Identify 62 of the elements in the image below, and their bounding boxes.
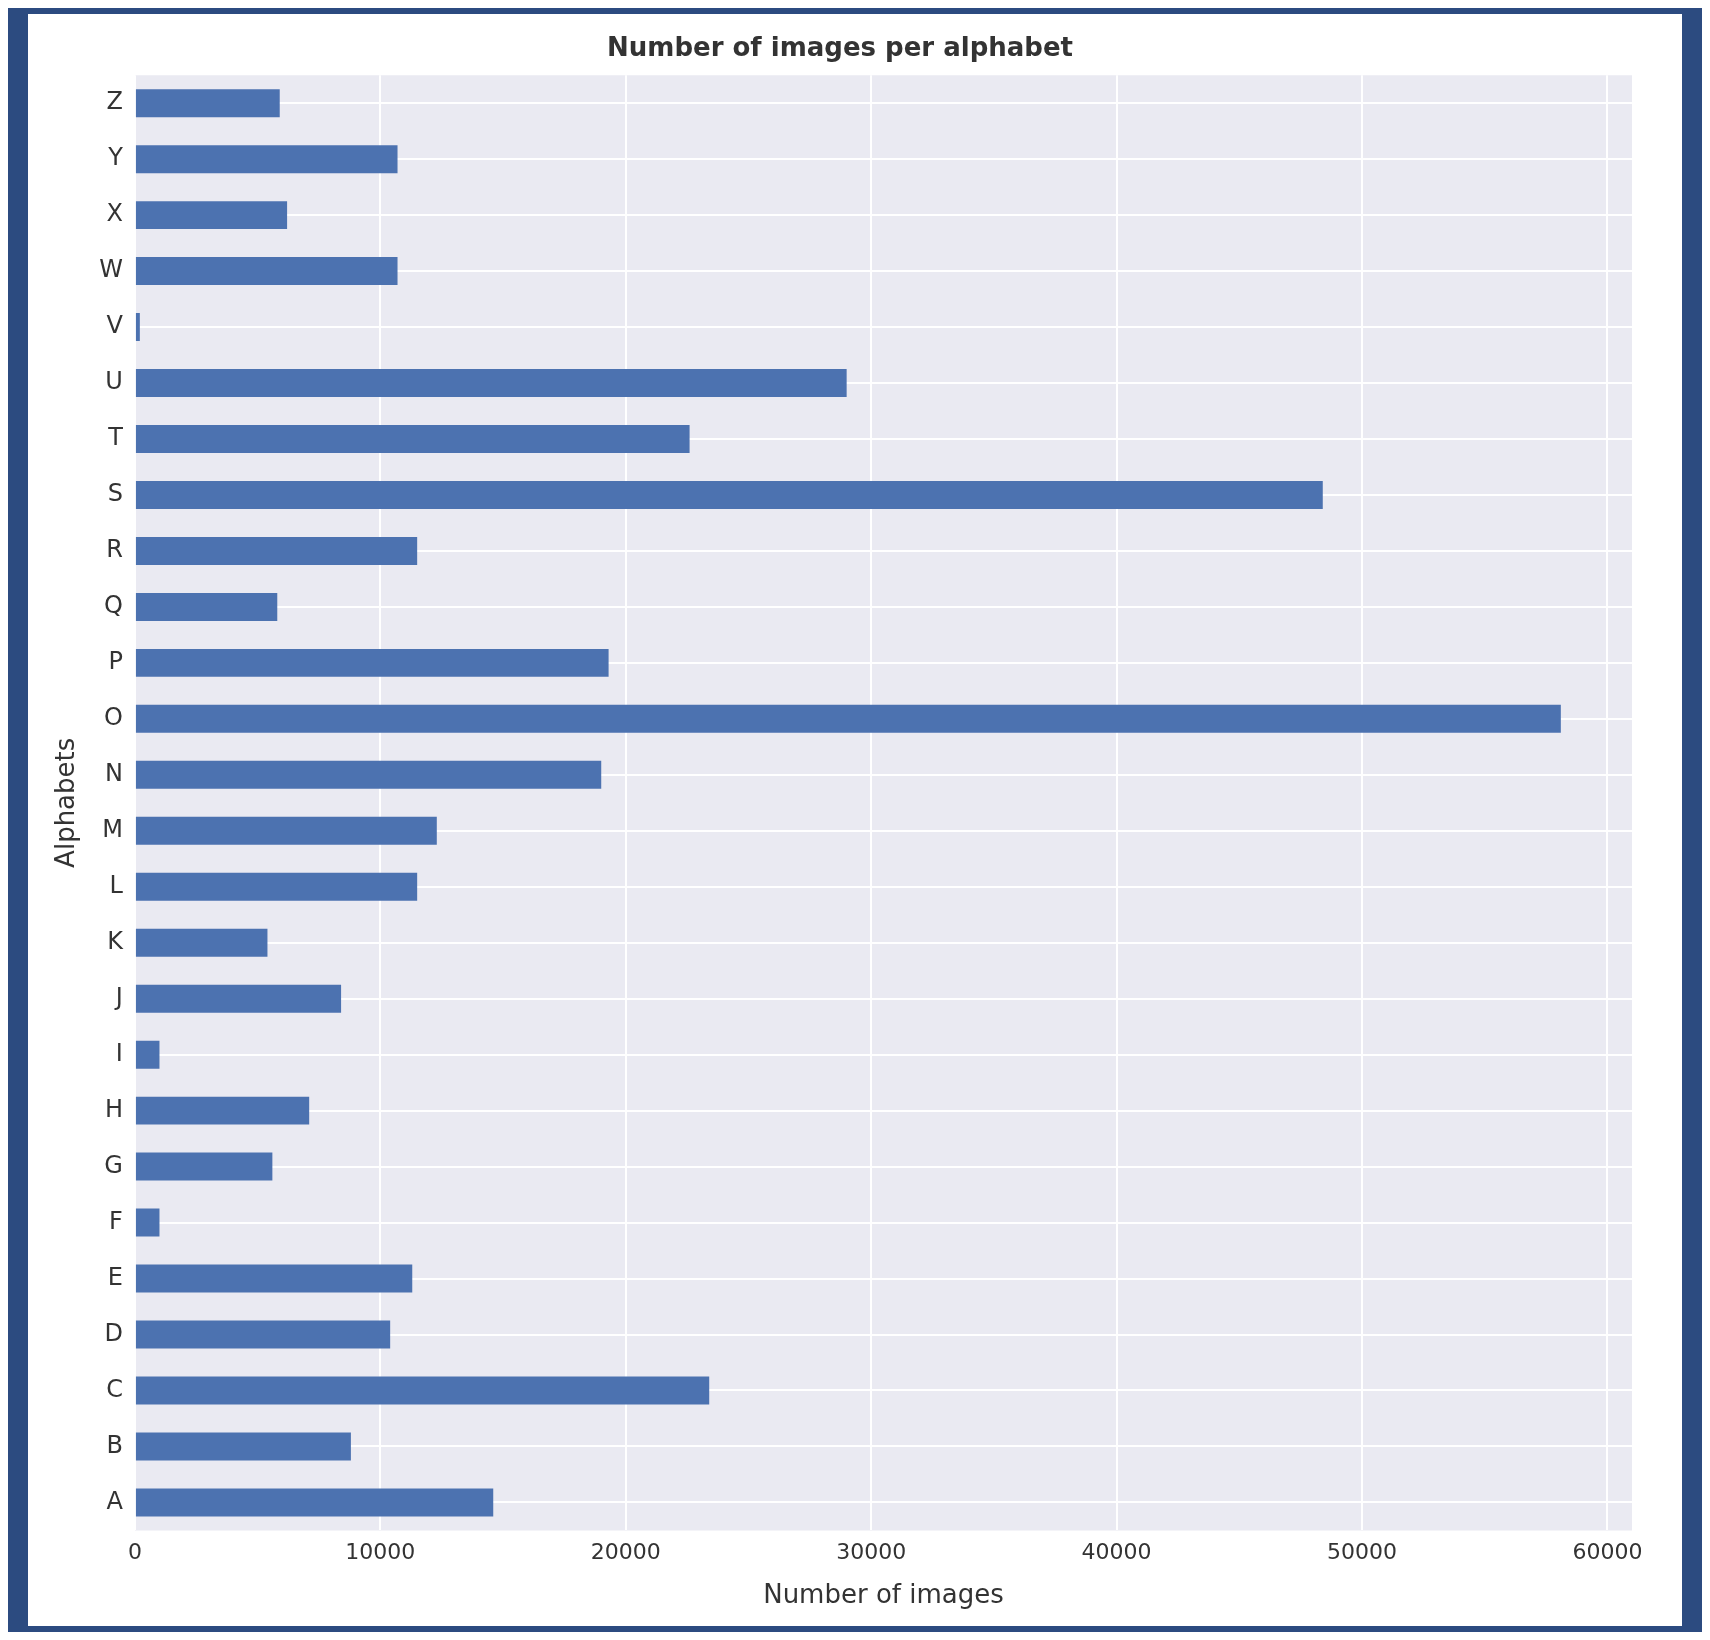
chart-title: Number of images per alphabet: [607, 32, 1073, 63]
bar: [135, 425, 690, 453]
y-tick-label: C: [106, 1374, 123, 1403]
y-tick-label: I: [115, 1038, 123, 1067]
y-tick-label: B: [106, 1430, 123, 1459]
bar: [135, 1376, 710, 1405]
x-tick-label: 30000: [836, 1539, 907, 1565]
x-tick-label: 0: [127, 1539, 142, 1565]
x-axis-title: Number of images: [763, 1579, 1004, 1610]
y-tick-label: M: [102, 815, 123, 844]
x-tick-label: 50000: [1327, 1539, 1398, 1565]
y-tick-label: E: [107, 1262, 123, 1291]
y-tick-label: J: [113, 982, 123, 1011]
bar: [135, 1208, 160, 1237]
bar: [135, 201, 288, 230]
y-tick-label: G: [104, 1150, 123, 1179]
bar: [135, 872, 418, 901]
y-tick-label: U: [105, 367, 123, 396]
y-tick-label: O: [104, 703, 123, 732]
x-tick-label: 60000: [1572, 1539, 1643, 1565]
y-tick-label: V: [106, 311, 124, 340]
y-tick-label: H: [104, 1094, 123, 1123]
bar: [135, 536, 418, 565]
y-tick-label: F: [109, 1206, 123, 1235]
bar: [135, 648, 609, 677]
bar: [135, 928, 268, 957]
bar: [135, 480, 1323, 509]
y-tick-label: K: [107, 926, 125, 955]
bar: [135, 1040, 160, 1069]
y-tick-label: Y: [107, 143, 124, 172]
bar: [135, 1488, 494, 1517]
x-tick-label: 20000: [590, 1539, 661, 1565]
bar: [135, 89, 280, 118]
y-tick-label: N: [104, 759, 123, 788]
bar: [135, 704, 1561, 733]
y-tick-label: Z: [106, 87, 123, 116]
y-tick-label: A: [106, 1486, 124, 1515]
y-tick-label: W: [99, 255, 123, 284]
bar: [135, 1152, 273, 1181]
bar: [135, 1432, 351, 1461]
y-tick-label: L: [109, 870, 124, 899]
y-tick-label: R: [106, 535, 123, 564]
x-tick-label: 10000: [345, 1539, 416, 1565]
bar: [135, 1096, 310, 1125]
bar: [135, 145, 398, 174]
y-tick-label: Q: [104, 591, 123, 620]
bar: [135, 592, 278, 621]
bar: [135, 1264, 413, 1293]
y-tick-label: S: [107, 479, 123, 508]
bar: [135, 1320, 391, 1349]
bar: [135, 313, 140, 342]
y-tick-label: T: [107, 423, 124, 452]
y-tick-label: D: [104, 1318, 123, 1347]
y-tick-label: X: [106, 199, 123, 228]
y-tick-label: P: [108, 647, 123, 676]
bar: [135, 984, 342, 1013]
bar: [135, 760, 602, 789]
y-axis-title: Alphabets: [50, 737, 81, 868]
bar: [135, 816, 437, 845]
bar: [135, 257, 398, 286]
x-tick-label: 40000: [1081, 1539, 1152, 1565]
bar: [135, 369, 847, 398]
